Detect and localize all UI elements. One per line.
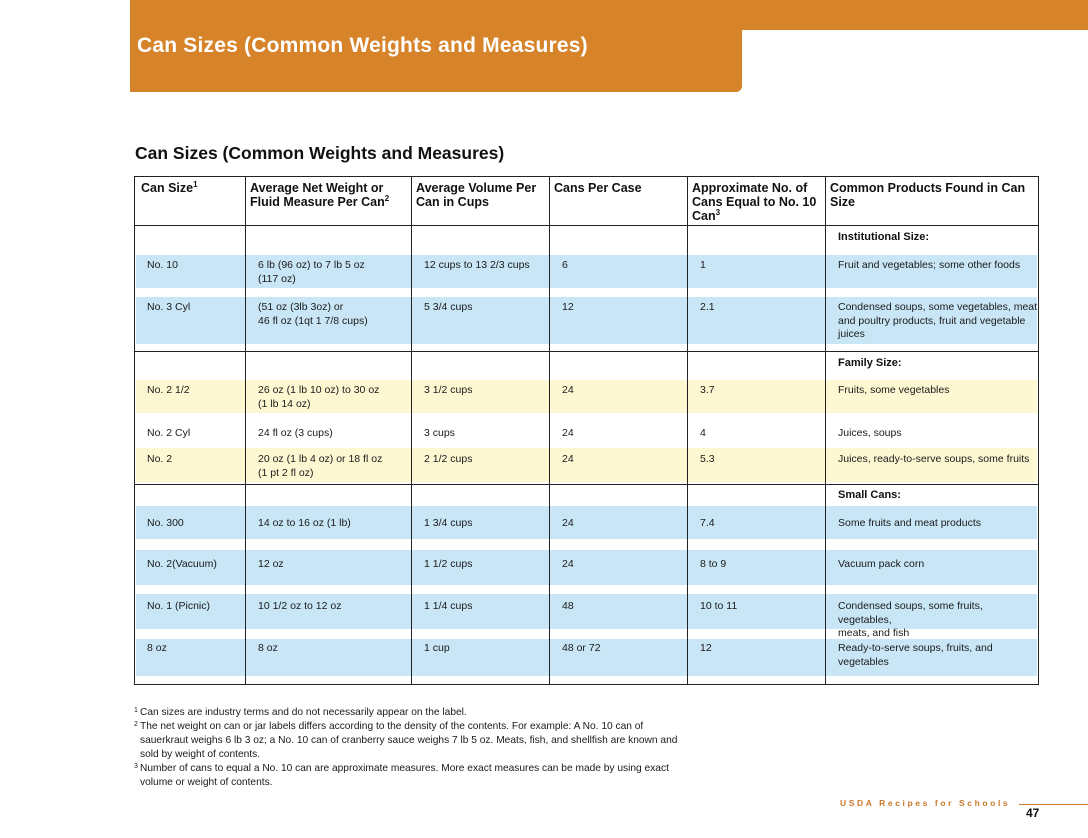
cell-approx-no10: 8 to 9 xyxy=(700,558,727,570)
section-label-institutional: Institutional Size: xyxy=(838,231,930,243)
footer-rule xyxy=(1019,804,1088,805)
cell-cans-per-case: 12 xyxy=(562,301,574,313)
cell-approx-no10: 5.3 xyxy=(700,453,715,465)
header-can-size: Can Size1 xyxy=(141,179,198,195)
cell-volume: 12 cups to 13 2/3 cups xyxy=(424,259,530,271)
cell-cans-per-case: 24 xyxy=(562,453,574,465)
footnotes: 1 Can sizes are industry terms and do not… xyxy=(134,706,694,790)
row-band xyxy=(136,506,1037,539)
cell-volume: 1 cup xyxy=(424,642,450,654)
cell-net-weight: 12 oz xyxy=(258,558,284,570)
column-divider xyxy=(825,177,826,684)
cell-can-size: No. 2 xyxy=(147,453,173,465)
cell-can-size: No. 2 1/2 xyxy=(147,384,190,396)
cell-common-products: Vacuum pack corn xyxy=(838,558,925,570)
cell-common-products: Juices, soups xyxy=(838,427,902,439)
row-band xyxy=(136,255,1037,288)
column-divider xyxy=(411,177,412,684)
cell-can-size: 8 oz xyxy=(147,642,167,654)
cell-volume: 5 3/4 cups xyxy=(424,301,473,313)
column-divider xyxy=(687,177,688,684)
header-approx-no10: Approximate No. of Cans Equal to No. 10 … xyxy=(692,181,817,223)
section-label-small: Small Cans: xyxy=(838,489,901,501)
banner xyxy=(130,0,742,92)
cell-cans-per-case: 24 xyxy=(562,558,574,570)
row-band xyxy=(136,594,1037,629)
cell-cans-per-case: 48 xyxy=(562,600,574,612)
header-cans-per-case: Cans Per Case xyxy=(554,181,642,195)
cell-common-products: Fruits, some vegetables xyxy=(838,384,950,396)
row-band xyxy=(136,550,1037,585)
cell-can-size: No. 2 Cyl xyxy=(147,427,191,439)
footer-brand: USDA Recipes for Schools xyxy=(840,798,1011,808)
section-divider xyxy=(135,351,1038,352)
column-divider xyxy=(549,177,550,684)
cell-common-products: Some fruits and meat products xyxy=(838,517,981,529)
cell-cans-per-case: 24 xyxy=(562,427,574,439)
column-divider xyxy=(245,177,246,684)
header-common-products: Common Products Found in Can Size xyxy=(830,181,1026,209)
cell-net-weight: 14 oz to 16 oz (1 lb) xyxy=(258,517,351,529)
row-band xyxy=(136,448,1037,482)
cell-approx-no10: 1 xyxy=(700,259,706,271)
row-band xyxy=(136,380,1037,413)
page-number: 47 xyxy=(1026,806,1040,820)
cell-volume: 3 cups xyxy=(424,427,455,439)
banner-notch xyxy=(742,30,1088,100)
cell-net-weight: (51 oz (3lb 3oz) or 46 fl oz (1qt 1 7/8 … xyxy=(258,301,368,327)
cell-common-products: Fruit and vegetables; some other foods xyxy=(838,259,1021,271)
cell-net-weight: 26 oz (1 lb 10 oz) to 30 oz (1 lb 14 oz) xyxy=(258,384,380,410)
cell-approx-no10: 10 to 11 xyxy=(700,600,738,612)
cell-net-weight: 10 1/2 oz to 12 oz xyxy=(258,600,342,612)
header-divider xyxy=(135,225,1038,226)
cell-can-size: No. 300 xyxy=(147,517,184,529)
row-band xyxy=(136,297,1037,344)
cell-approx-no10: 2.1 xyxy=(700,301,715,313)
cell-approx-no10: 3.7 xyxy=(700,384,715,396)
cell-can-size: No. 10 xyxy=(147,259,178,271)
cell-net-weight: 8 oz xyxy=(258,642,278,654)
cell-cans-per-case: 24 xyxy=(562,384,574,396)
cell-volume: 1 1/4 cups xyxy=(424,600,473,612)
can-sizes-table: Can Size1 Average Net Weight or Fluid Me… xyxy=(134,176,1039,685)
cell-volume: 3 1/2 cups xyxy=(424,384,473,396)
cell-approx-no10: 4 xyxy=(700,427,706,439)
banner-title: Can Sizes (Common Weights and Measures) xyxy=(137,34,588,57)
footnote: 2 The net weight on can or jar labels dif… xyxy=(134,721,678,760)
cell-common-products: Condensed soups, some fruits, vegetables… xyxy=(838,600,983,639)
cell-can-size: No. 3 Cyl xyxy=(147,301,191,313)
cell-volume: 1 3/4 cups xyxy=(424,517,473,529)
cell-common-products: Condensed soups, some vegetables, meat a… xyxy=(838,301,1038,340)
cell-cans-per-case: 6 xyxy=(562,259,568,271)
header-net-weight: Average Net Weight or Fluid Measure Per … xyxy=(250,181,390,209)
cell-net-weight: 20 oz (1 lb 4 oz) or 18 fl oz (1 pt 2 fl… xyxy=(258,453,383,479)
cell-approx-no10: 7.4 xyxy=(700,517,715,529)
section-label-family: Family Size: xyxy=(838,357,902,369)
cell-volume: 1 1/2 cups xyxy=(424,558,473,570)
cell-approx-no10: 12 xyxy=(700,642,712,654)
cell-net-weight: 24 fl oz (3 cups) xyxy=(258,427,333,439)
section-divider xyxy=(135,484,1038,485)
footnote: 3 Number of cans to equal a No. 10 can ar… xyxy=(134,763,669,788)
section-title: Can Sizes (Common Weights and Measures) xyxy=(135,143,505,163)
cell-net-weight: 6 lb (96 oz) to 7 lb 5 oz (117 oz) xyxy=(258,259,365,285)
cell-can-size: No. 1 (Picnic) xyxy=(147,600,211,612)
cell-common-products: Ready-to-serve soups, fruits, and vegeta… xyxy=(838,642,993,668)
row-band xyxy=(136,639,1037,676)
cell-volume: 2 1/2 cups xyxy=(424,453,473,465)
cell-cans-per-case: 24 xyxy=(562,517,574,529)
header-volume: Average Volume Per Can in Cups xyxy=(416,181,537,209)
footnote: 1 Can sizes are industry terms and do not… xyxy=(134,707,467,718)
cell-cans-per-case: 48 or 72 xyxy=(562,642,601,654)
cell-common-products: Juices, ready-to-serve soups, some fruit… xyxy=(838,453,1030,465)
cell-can-size: No. 2(Vacuum) xyxy=(147,558,217,570)
